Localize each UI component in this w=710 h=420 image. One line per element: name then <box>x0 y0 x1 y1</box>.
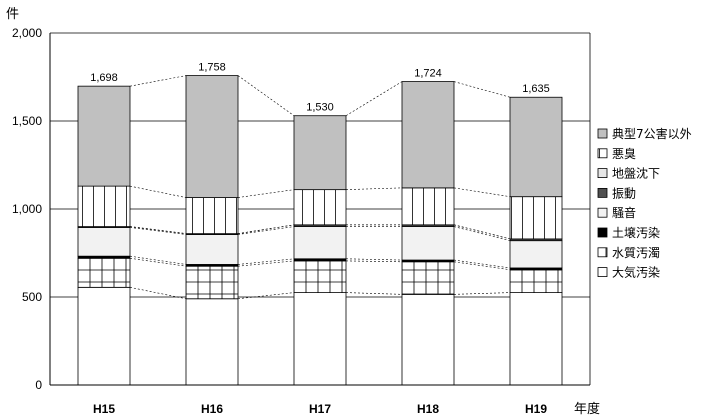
legend-label: 騒音 <box>612 205 636 220</box>
connector-lines <box>129 75 511 300</box>
x-tick-label: H15 <box>93 402 115 416</box>
bar-segment <box>509 96 563 198</box>
axes <box>49 33 591 386</box>
labels: 0 500 1,000 1,500 2,000 H15 1,698 H16 1,758 H17 1,… <box>6 7 600 417</box>
connector-line <box>345 258 403 261</box>
y-tick-label: 500 <box>22 290 42 304</box>
bar-segment <box>401 261 455 295</box>
y-tick-label: 1,000 <box>12 202 42 216</box>
connector-line <box>237 260 295 267</box>
bar-segment <box>509 196 563 240</box>
bar-segment <box>401 81 455 189</box>
legend-label: 大気汚染 <box>612 265 660 280</box>
bar-segment <box>185 197 239 235</box>
connector-line <box>345 260 403 263</box>
y-tick-label: 1,500 <box>12 114 42 128</box>
bar-segment <box>185 298 239 386</box>
connector-line <box>129 185 187 198</box>
bar-segment <box>401 293 455 386</box>
connector-line <box>129 75 187 87</box>
connector-line <box>237 226 295 235</box>
bar-segment <box>401 226 455 261</box>
total-data-label: 1,635 <box>522 83 550 95</box>
bar-segment <box>293 189 347 226</box>
legend-swatch <box>597 168 608 179</box>
connector-line <box>129 257 187 267</box>
connector-line <box>129 255 187 265</box>
connector-line <box>453 259 511 269</box>
connector-line <box>345 292 403 295</box>
legend-swatch <box>597 247 608 258</box>
x-tick-label: H18 <box>417 402 439 416</box>
connector-line <box>345 187 403 190</box>
legend-label: 典型7公害以外 <box>612 126 692 141</box>
x-axis-unit: 年度 <box>574 401 600 417</box>
bar-segment <box>185 265 239 300</box>
bar-segment <box>77 257 131 288</box>
connector-line <box>453 226 511 241</box>
connector-line <box>129 287 187 300</box>
bar-segment <box>185 75 239 198</box>
bar-segment <box>293 292 347 386</box>
legend-label: 悪臭 <box>612 146 636 161</box>
legend-label: 地盤沈下 <box>612 166 660 181</box>
legend-label: 土壌汚染 <box>612 225 660 240</box>
legend-swatch <box>597 148 608 159</box>
bar-segment <box>293 115 347 191</box>
connector-line <box>237 75 295 116</box>
bar-segment <box>77 227 131 257</box>
connector-line <box>345 81 403 116</box>
x-tick-label: H17 <box>309 402 331 416</box>
bar-segment <box>293 226 347 260</box>
total-data-label: 1,758 <box>198 62 226 74</box>
y-tick-label: 0 <box>35 378 42 392</box>
y-tick-label: 2,000 <box>12 26 42 40</box>
bar-segment <box>509 269 563 294</box>
x-tick-label: H19 <box>525 402 547 416</box>
connector-line <box>129 227 187 235</box>
legend-swatch <box>597 128 608 139</box>
bar-segment <box>77 286 131 386</box>
bar-segment <box>401 187 455 226</box>
connector-line <box>237 292 295 300</box>
connector-line <box>453 224 511 240</box>
connector-line <box>237 224 295 234</box>
legend-label: 水質汚濁 <box>612 245 660 260</box>
total-data-label: 1,530 <box>306 102 334 114</box>
bar-segment <box>509 240 563 269</box>
connector-line <box>237 189 295 198</box>
bar-segment <box>77 185 131 227</box>
legend-swatch <box>597 267 608 278</box>
connector-line <box>453 261 511 271</box>
total-data-label: 1,724 <box>414 68 442 80</box>
connector-line <box>129 226 187 234</box>
x-tick-label: H16 <box>201 402 223 416</box>
connector-line <box>453 81 511 98</box>
legend-swatch <box>597 187 608 198</box>
total-data-label: 1,698 <box>90 72 118 84</box>
bar-segment <box>293 260 347 294</box>
legend-swatch <box>597 227 608 238</box>
legend-swatch <box>597 207 608 218</box>
y-axis-unit: 件 <box>6 7 19 22</box>
connector-line <box>453 187 511 197</box>
bar-segment <box>509 292 563 386</box>
legend-label: 振動 <box>612 186 636 200</box>
connector-line <box>237 258 295 265</box>
bar-segment <box>77 85 131 187</box>
connector-line <box>453 292 511 295</box>
bar-segment <box>185 234 239 265</box>
bars <box>77 75 563 386</box>
